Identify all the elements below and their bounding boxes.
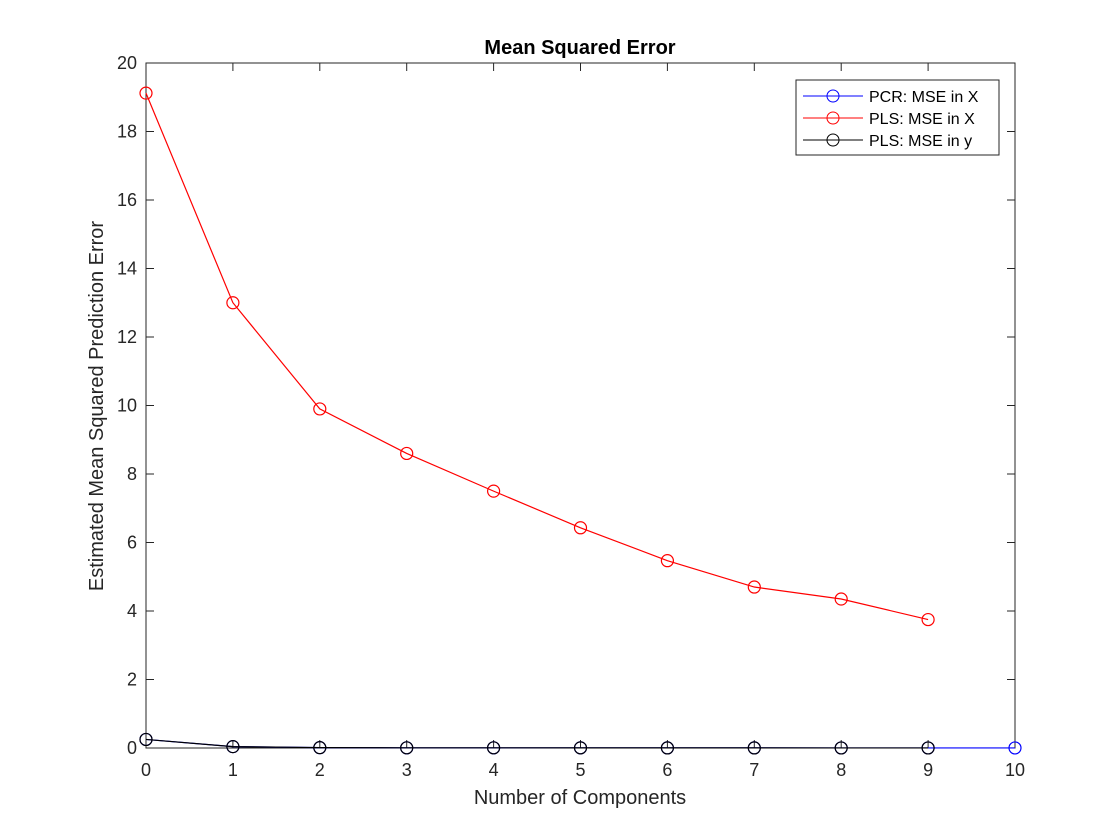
data-point-pls-mse-in-y bbox=[660, 741, 675, 755]
x-tick-label: 3 bbox=[402, 760, 412, 780]
x-tick-label: 2 bbox=[315, 760, 325, 780]
data-point-pls-mse-in-x bbox=[660, 554, 675, 568]
data-point-pls-mse-in-y bbox=[226, 740, 240, 754]
legend-marker-pcr-x bbox=[826, 89, 840, 103]
data-point-pls-mse-in-y bbox=[573, 741, 588, 755]
y-tick-label: 18 bbox=[117, 122, 137, 142]
legend: PCR: MSE in X PLS: MSE in X PLS: MSE in … bbox=[795, 79, 1000, 156]
data-point-pls-mse-in-y bbox=[834, 741, 848, 755]
legend-label-pls-y: PLS: MSE in y bbox=[869, 133, 972, 150]
x-tick-label: 10 bbox=[1005, 760, 1025, 780]
data-point-pls-mse-in-x bbox=[921, 612, 935, 627]
y-tick-label: 0 bbox=[127, 738, 137, 758]
y-tick-label: 4 bbox=[127, 601, 137, 621]
data-point-pls-mse-in-x bbox=[139, 86, 153, 100]
x-axis-label: Number of Components bbox=[474, 787, 686, 809]
y-tick-label: 16 bbox=[117, 190, 137, 210]
x-tick-label: 0 bbox=[141, 760, 151, 780]
data-point-pls-mse-in-y bbox=[487, 741, 501, 755]
chart-title: Mean Squared Error bbox=[484, 37, 675, 59]
series-line-pls-mse-in-y bbox=[145, 738, 929, 749]
data-point-pls-mse-in-x bbox=[834, 592, 848, 606]
data-point-pls-mse-in-y bbox=[139, 732, 153, 747]
data-point-pls-mse-in-x bbox=[226, 296, 240, 310]
legend-marker-pls-x bbox=[826, 111, 840, 125]
data-point-pls-mse-in-x bbox=[313, 402, 327, 416]
y-tick-label: 10 bbox=[117, 396, 137, 416]
x-tick-label: 6 bbox=[662, 760, 672, 780]
legend-marker-pls-y bbox=[826, 133, 840, 147]
y-tick-label: 6 bbox=[127, 533, 137, 553]
data-point-pls-mse-in-x bbox=[747, 580, 761, 594]
y-tick-label: 14 bbox=[117, 259, 137, 279]
data-point-pls-mse-in-y bbox=[313, 741, 327, 755]
x-tick-label: 8 bbox=[836, 760, 846, 780]
series-line-pls-mse-in-x bbox=[145, 92, 929, 621]
data-point-pls-mse-in-x bbox=[400, 446, 414, 461]
x-tick-label: 9 bbox=[923, 760, 933, 780]
data-point-pls-mse-in-y bbox=[747, 741, 761, 755]
y-tick-label: 8 bbox=[127, 464, 137, 484]
legend-label-pls-x: PLS: MSE in X bbox=[869, 111, 975, 128]
data-point-pls-mse-in-y bbox=[400, 741, 414, 755]
y-tick-label: 20 bbox=[117, 53, 137, 73]
data-point-pls-mse-in-x bbox=[487, 484, 501, 498]
y-axis-label: Estimated Mean Squared Prediction Error bbox=[86, 221, 108, 592]
data-point-pls-mse-in-y bbox=[921, 741, 935, 755]
legend-label-pcr-x: PCR: MSE in X bbox=[869, 89, 979, 106]
y-tick-label: 12 bbox=[117, 327, 137, 347]
data-point-pls-mse-in-x bbox=[573, 521, 588, 535]
axes-box bbox=[145, 62, 1016, 749]
x-tick-label: 5 bbox=[575, 760, 585, 780]
x-tick-label: 1 bbox=[228, 760, 238, 780]
x-tick-label: 7 bbox=[749, 760, 759, 780]
x-tick-label: 4 bbox=[489, 760, 499, 780]
data-point-pcr-mse-in-x bbox=[1008, 741, 1022, 755]
y-tick-label: 2 bbox=[127, 670, 137, 690]
